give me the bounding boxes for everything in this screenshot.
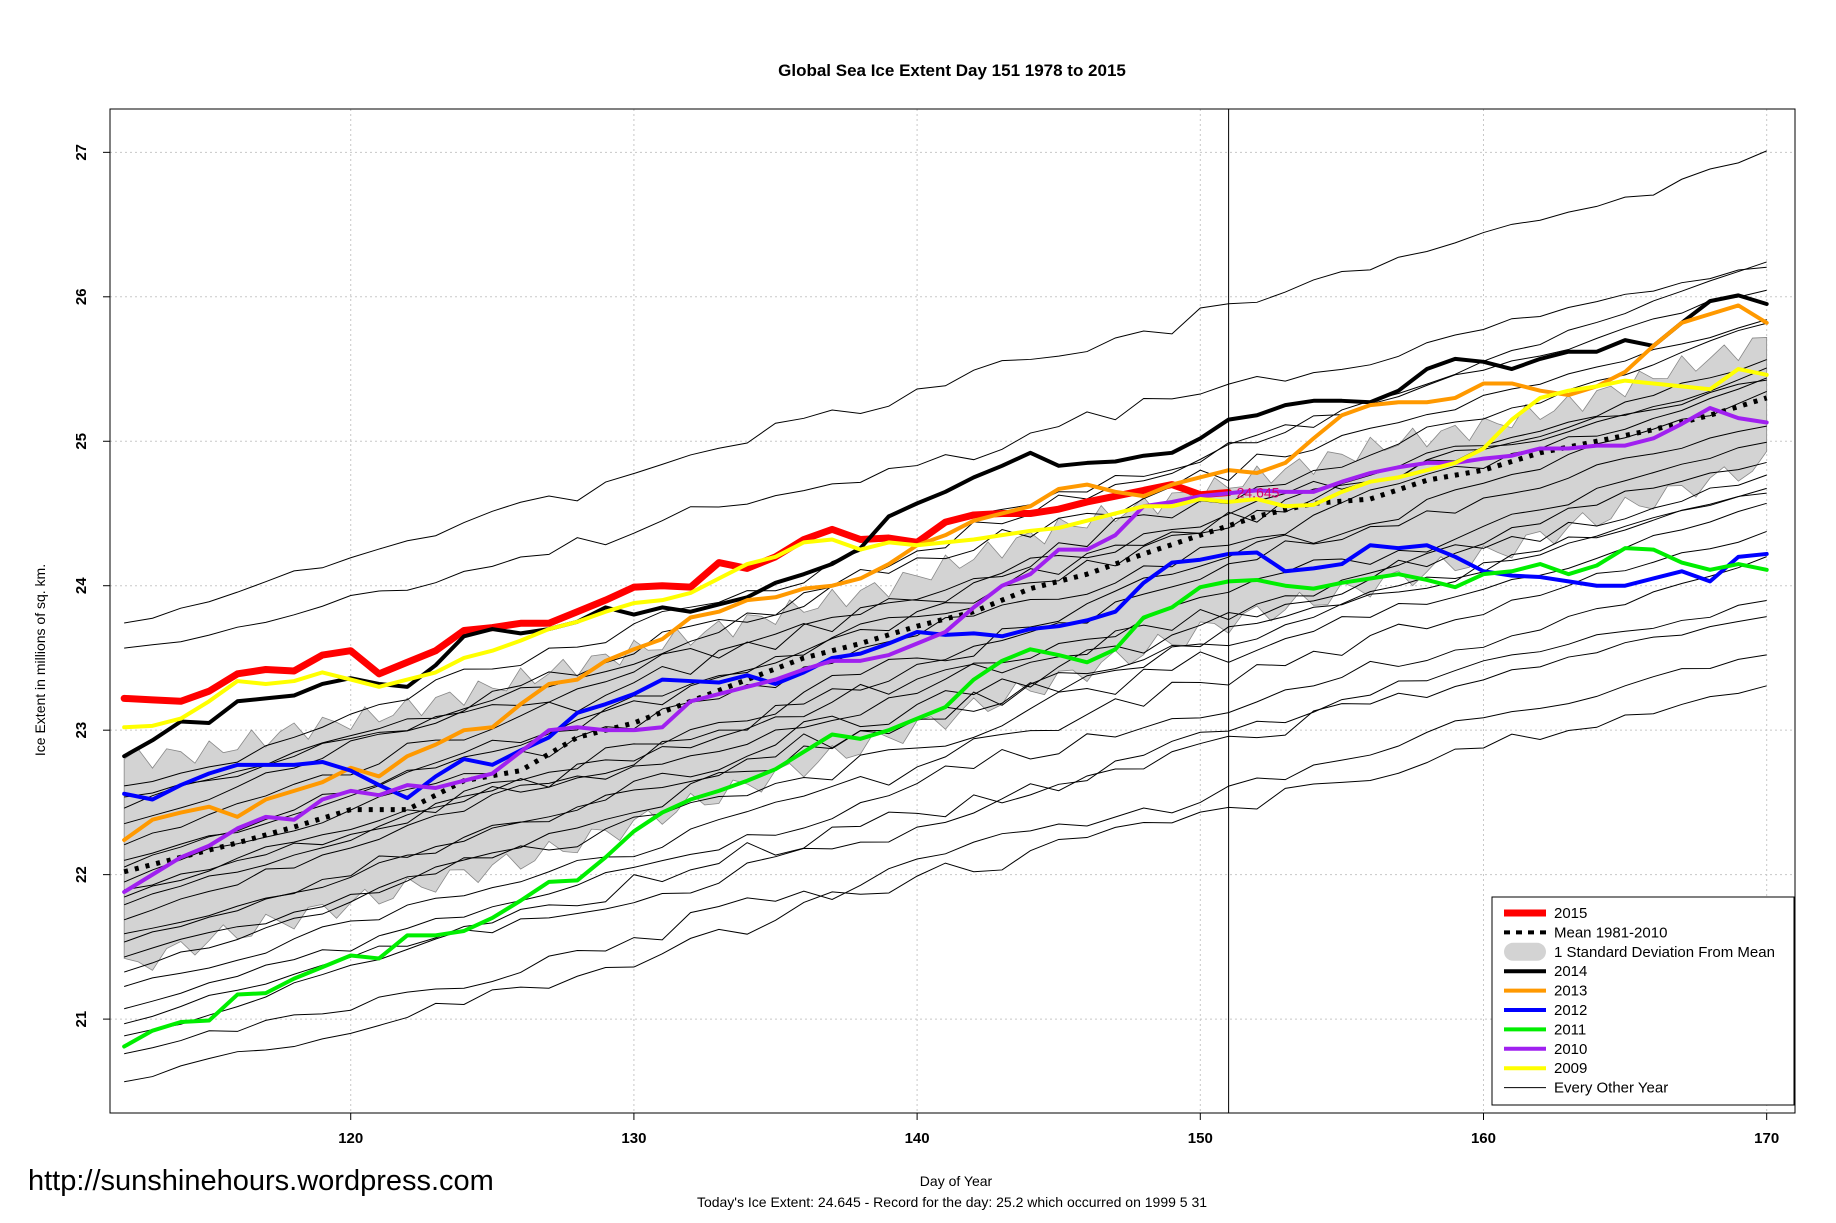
today-value-label: 24.645 bbox=[1237, 485, 1280, 501]
thin-year-line bbox=[124, 379, 1767, 798]
thin-year-line bbox=[124, 150, 1767, 624]
legend-label: 2013 bbox=[1554, 983, 1587, 1000]
x-tick-label: 160 bbox=[1471, 1130, 1496, 1147]
y-tick-label: 22 bbox=[73, 866, 90, 883]
thin-year-line bbox=[124, 261, 1767, 825]
thin-year-line bbox=[124, 266, 1767, 649]
series-line-2009 bbox=[122, 367, 1769, 730]
thin-year-line bbox=[123, 319, 1767, 809]
y-tick-label: 21 bbox=[73, 1011, 90, 1028]
y-tick-label: 26 bbox=[73, 288, 90, 305]
legend-label: 2010 bbox=[1554, 1041, 1587, 1058]
legend-label: Mean 1981-2010 bbox=[1554, 924, 1667, 941]
chart-title: Global Sea Ice Extent Day 151 1978 to 20… bbox=[778, 61, 1126, 80]
y-tick-label: 24 bbox=[73, 577, 90, 594]
x-tick-label: 150 bbox=[1188, 1130, 1213, 1147]
thin-year-line bbox=[124, 502, 1767, 973]
footer-note: Today's Ice Extent: 24.645 - Record for … bbox=[697, 1194, 1207, 1210]
thin-year-line bbox=[124, 474, 1767, 891]
plot-frame bbox=[109, 108, 1796, 1114]
legend-label: 2011 bbox=[1554, 1021, 1586, 1038]
legend-label: Every Other Year bbox=[1554, 1080, 1668, 1097]
x-tick-label: 120 bbox=[338, 1130, 363, 1147]
thin-year-line bbox=[123, 322, 1767, 846]
thin-year-line bbox=[123, 425, 1767, 906]
legend-swatch bbox=[1504, 942, 1546, 961]
thin-year-line bbox=[123, 441, 1767, 921]
legend-label: 2009 bbox=[1554, 1060, 1587, 1077]
x-tick-label: 140 bbox=[905, 1130, 930, 1147]
y-tick-label: 27 bbox=[73, 144, 90, 161]
thin-year-line bbox=[124, 367, 1767, 861]
series-line-2013 bbox=[122, 303, 1769, 842]
thin-year-line bbox=[124, 556, 1767, 1010]
thin-year-line bbox=[123, 461, 1767, 943]
thin-year-line bbox=[123, 359, 1767, 868]
series-line-2010 bbox=[122, 406, 1769, 894]
legend-label: 2015 bbox=[1554, 905, 1587, 922]
thin-year-line bbox=[124, 616, 1767, 1037]
thin-year-line bbox=[124, 654, 1767, 1055]
x-tick-label: 170 bbox=[1754, 1130, 1779, 1147]
y-tick-label: 23 bbox=[73, 722, 90, 739]
thin-year-line bbox=[124, 487, 1767, 958]
thin-year-line bbox=[124, 685, 1767, 1083]
y-axis-label: Ice Extent in millions of sq. km. bbox=[32, 564, 48, 756]
y-tick-label: 25 bbox=[73, 433, 90, 450]
x-axis-label: Day of Year bbox=[920, 1173, 993, 1189]
series-line-2011 bbox=[122, 546, 1769, 1049]
thin-year-line bbox=[123, 391, 1767, 898]
thin-year-line bbox=[124, 530, 1767, 987]
thin-year-line bbox=[124, 599, 1767, 1025]
watermark-url: http://sunshinehours.wordpress.com bbox=[28, 1165, 494, 1197]
x-tick-label: 130 bbox=[621, 1130, 646, 1147]
series-line-2014 bbox=[122, 293, 1769, 759]
legend-label: 2014 bbox=[1554, 963, 1587, 980]
series-line-2015 bbox=[120, 481, 1233, 705]
legend-label: 1 Standard Deviation From Mean bbox=[1554, 944, 1775, 961]
legend-label: 2012 bbox=[1554, 1002, 1587, 1019]
